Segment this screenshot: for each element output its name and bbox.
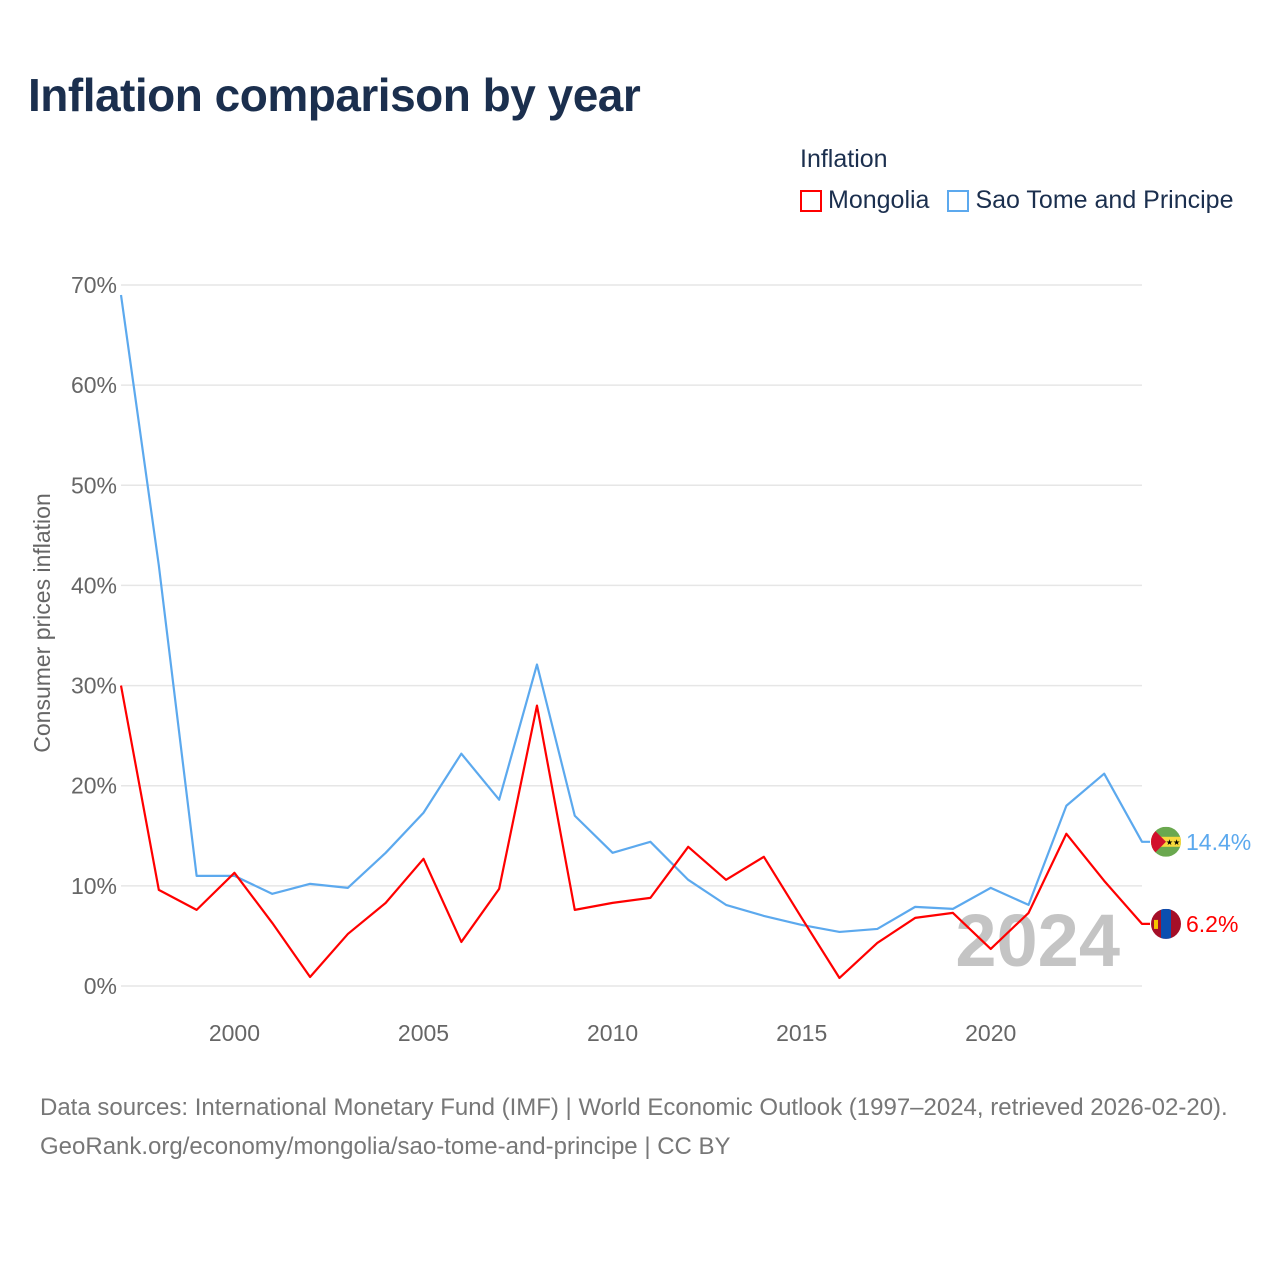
x-tick-label: 2015 [776, 1020, 827, 1046]
x-tick-label: 2000 [209, 1020, 260, 1046]
legend-title: Inflation [800, 145, 888, 173]
line-chart: 0% 10% 20% 30% 40% 50% 60% 70% 2000 2005 2010 2015 2… [29, 272, 1251, 1046]
legend-swatch-sao-tome [947, 189, 970, 212]
chart-title: Inflation comparison by year [28, 69, 641, 121]
end-value-label: 6.2% [1186, 911, 1238, 937]
legend-swatch-mongolia [800, 189, 822, 212]
legend: Mongolia Sao Tome and Principe [800, 186, 1234, 215]
y-tick-label: 0% [84, 973, 117, 999]
year-watermark: 2024 [955, 899, 1120, 982]
sao-tome-flag-icon: ★★ [1151, 826, 1181, 857]
series-line-0 [119, 685, 1150, 980]
y-tick-label: 60% [71, 372, 117, 398]
y-tick-label: 30% [71, 673, 117, 699]
legend-item-mongolia[interactable]: Mongolia [800, 186, 929, 215]
y-axis-label: Consumer prices inflation [29, 493, 55, 753]
x-tick-label: 2020 [965, 1020, 1016, 1046]
data-sources: Data sources: International Monetary Fun… [40, 1094, 1228, 1121]
y-tick-label: 10% [71, 873, 117, 899]
legend-label: Mongolia [828, 186, 930, 214]
end-value-label: 14.4% [1186, 829, 1251, 855]
footer: Data sources: International Monetary Fun… [40, 1088, 1250, 1166]
legend-label: Sao Tome and Principe [975, 186, 1234, 214]
y-tick-label: 40% [71, 572, 117, 598]
svg-text:★★: ★★ [1166, 838, 1180, 847]
series-line-1 [119, 294, 1150, 934]
legend-item-sao-tome[interactable]: Sao Tome and Principe [947, 186, 1234, 215]
source-link[interactable]: GeoRank.org/economy/mongolia/sao-tome-an… [40, 1133, 731, 1160]
y-tick-label: 20% [71, 773, 117, 799]
x-tick-label: 2010 [587, 1020, 638, 1046]
x-tick-label: 2005 [398, 1020, 449, 1046]
mongolia-flag-icon [1151, 908, 1181, 939]
y-tick-label: 70% [71, 272, 117, 298]
y-tick-label: 50% [71, 472, 117, 498]
